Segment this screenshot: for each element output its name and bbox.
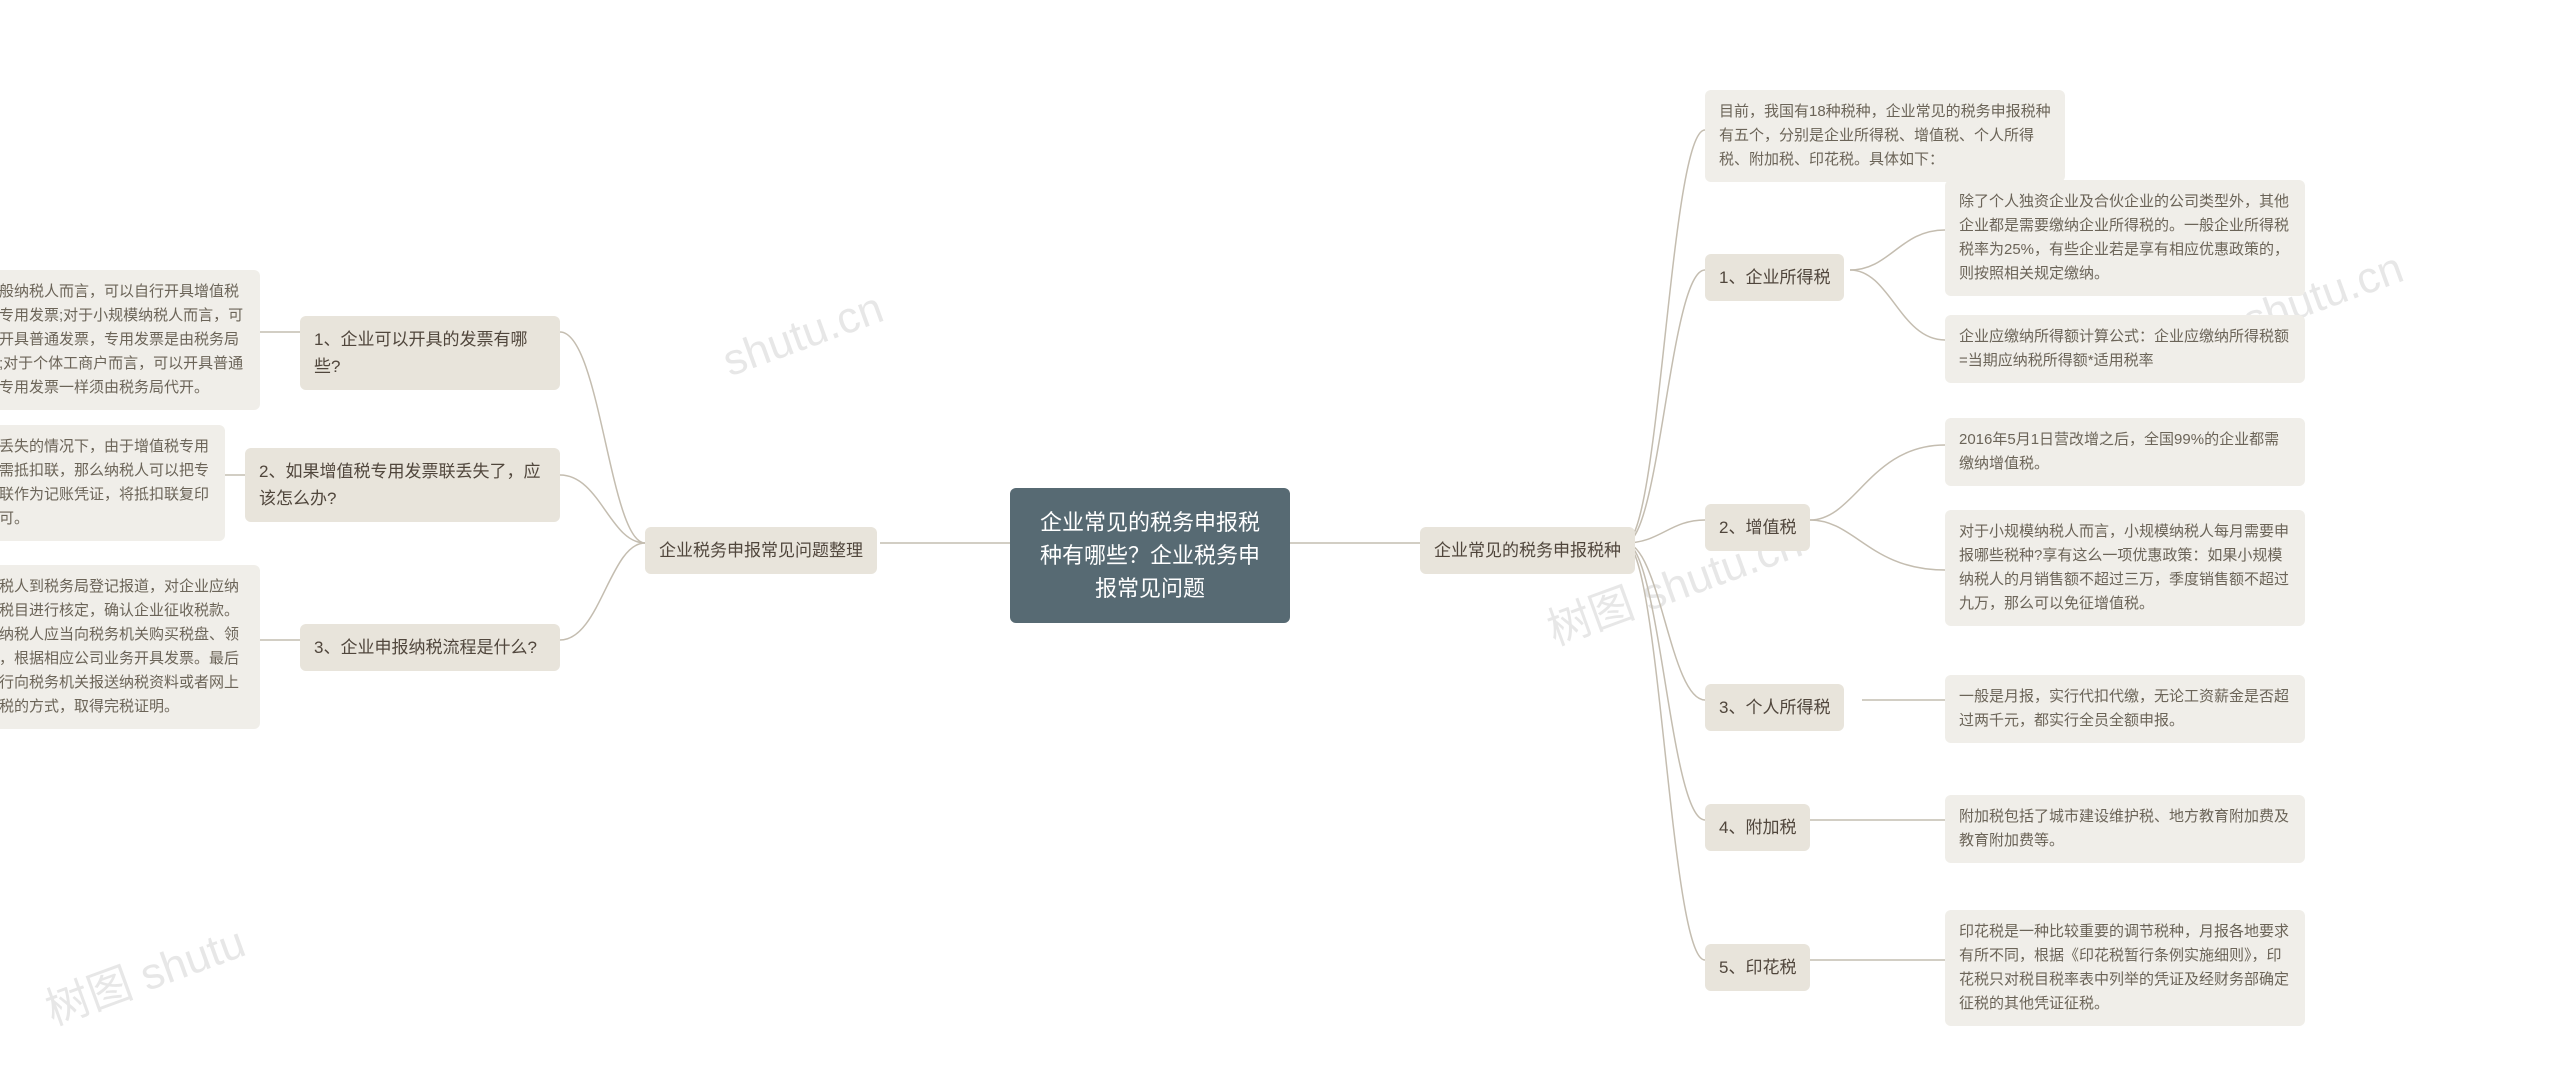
- leaf-stamp-tax-1: 印花税是一种比较重要的调节税种，月报各地要求有所不同，根据《印花税暂行条例实施细…: [1945, 910, 2305, 1026]
- leaf-faq-1: 对于一般纳税人而言，可以自行开具增值税发票、专用发票;对于小规模纳税人而言，可以…: [0, 270, 260, 410]
- leaf-personal-tax-1: 一般是月报，实行代扣代缴，无论工资薪金是否超过两千元，都实行全员全额申报。: [1945, 675, 2305, 743]
- branch-surtax[interactable]: 4、附加税: [1705, 804, 1810, 851]
- watermark: shutu.cn: [716, 283, 889, 387]
- branch-vat[interactable]: 2、增值税: [1705, 504, 1810, 551]
- branch-faq-1[interactable]: 1、企业可以开具的发票有哪些?: [300, 316, 560, 390]
- branch-income-tax[interactable]: 1、企业所得税: [1705, 254, 1844, 301]
- branch-right-taxes[interactable]: 企业常见的税务申报税种: [1420, 527, 1635, 574]
- branch-faq-3[interactable]: 3、企业申报纳税流程是什么?: [300, 624, 560, 671]
- leaf-faq-2: 增值税发票联丢失的情况下，由于增值税专用发票的认证仅需抵扣联，那么纳税人可以把专…: [0, 425, 225, 541]
- leaf-intro: 目前，我国有18种税种，企业常见的税务申报税种有五个，分别是企业所得税、增值税、…: [1705, 90, 2065, 182]
- watermark: 树图 shutu: [35, 906, 252, 1037]
- root-node[interactable]: 企业常见的税务申报税种有哪些？企业税务申报常见问题: [1010, 488, 1290, 623]
- branch-stamp-tax[interactable]: 5、印花税: [1705, 944, 1810, 991]
- branch-faq-2[interactable]: 2、如果增值税专用发票联丢失了，应该怎么办?: [245, 448, 560, 522]
- branch-personal-tax[interactable]: 3、个人所得税: [1705, 684, 1844, 731]
- leaf-income-tax-2: 企业应缴纳所得额计算公式：企业应缴纳所得税额=当期应纳税所得额*适用税率: [1945, 315, 2305, 383]
- leaf-income-tax-1: 除了个人独资企业及合伙企业的公司类型外，其他企业都是需要缴纳企业所得税的。一般企…: [1945, 180, 2305, 296]
- leaf-vat-2: 对于小规模纳税人而言，小规模纳税人每月需要申报哪些税种?享有这么一项优惠政策：如…: [1945, 510, 2305, 626]
- leaf-vat-1: 2016年5月1日营改增之后，全国99%的企业都需缴纳增值税。: [1945, 418, 2305, 486]
- leaf-faq-3: 首先纳税人到税务局登记报道，对企业应纳税种、税目进行核定，确认企业征收税款。其次…: [0, 565, 260, 729]
- branch-left-faq[interactable]: 企业税务申报常见问题整理: [645, 527, 877, 574]
- leaf-surtax-1: 附加税包括了城市建设维护税、地方教育附加费及教育附加费等。: [1945, 795, 2305, 863]
